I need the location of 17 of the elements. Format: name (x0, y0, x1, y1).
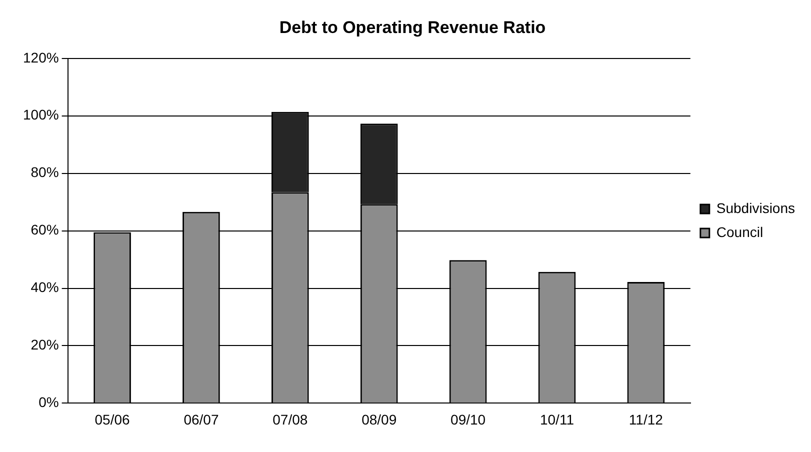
y-tick-label: 80% (30, 164, 59, 180)
x-tick-label: 08/09 (362, 411, 397, 428)
y-tick-label: 120% (22, 49, 59, 66)
y-tick-label: 100% (22, 106, 59, 123)
x-tick-label: 06/07 (184, 411, 219, 428)
y-tick-label: 40% (30, 279, 59, 296)
y-tick-label: 0% (38, 394, 59, 410)
x-tick-label: 05/06 (94, 411, 130, 428)
x-tick-label: 10/11 (540, 411, 574, 428)
chart-title: Debt to Operating Revenue Ratio (279, 18, 546, 37)
x-tick-label: 07/08 (272, 411, 308, 428)
legend-label: Subdivisions (716, 200, 796, 216)
legend-label: Council (716, 224, 764, 240)
y-tick-label: 20% (30, 336, 59, 353)
x-tick-label: 11/12 (628, 411, 664, 428)
y-tick-label: 60% (30, 222, 59, 238)
x-tick-label: 09/10 (450, 411, 486, 428)
